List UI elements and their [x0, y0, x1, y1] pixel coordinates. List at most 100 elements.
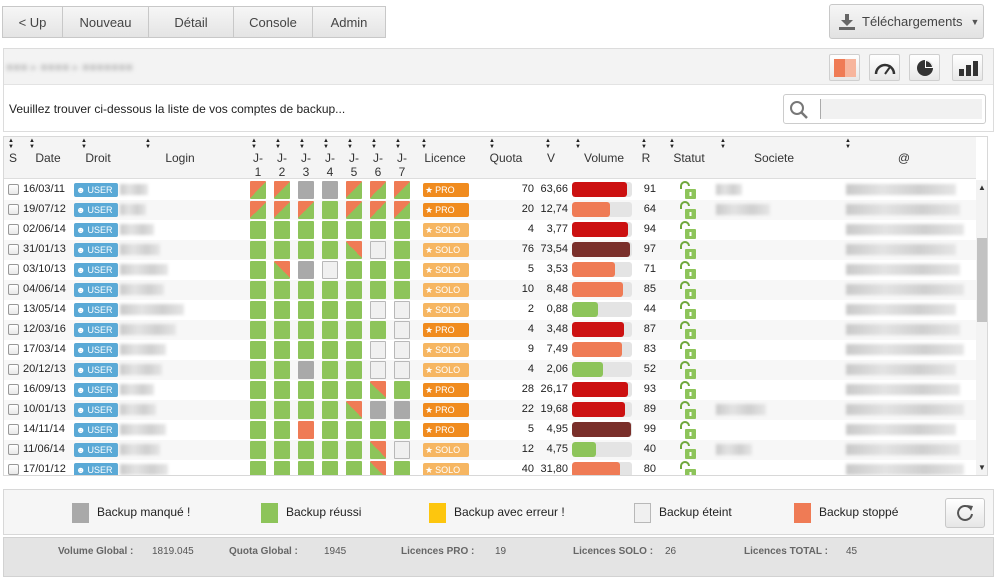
backup-day-status[interactable]: [346, 281, 362, 299]
email-redacted[interactable]: [846, 244, 956, 255]
backup-day-status[interactable]: [250, 201, 266, 219]
sort-icon[interactable]: ▲▼: [8, 138, 14, 150]
column-header-13[interactable]: V: [546, 151, 555, 165]
backup-day-status[interactable]: [274, 281, 290, 299]
backup-day-status[interactable]: [370, 401, 386, 419]
backup-day-status[interactable]: [394, 381, 410, 399]
unlock-icon[interactable]: [678, 301, 698, 319]
backup-day-status[interactable]: [250, 421, 266, 439]
backup-day-status[interactable]: [250, 281, 266, 299]
backup-day-status[interactable]: [346, 241, 362, 259]
backup-day-status[interactable]: [322, 261, 338, 279]
row-checkbox[interactable]: [8, 304, 19, 315]
downloads-button[interactable]: Téléchargements ▼: [829, 4, 984, 39]
backup-day-status[interactable]: [250, 241, 266, 259]
backup-day-status[interactable]: [274, 201, 290, 219]
scroll-thumb[interactable]: [977, 238, 987, 322]
column-header-5[interactable]: J-2: [277, 151, 287, 179]
backup-day-status[interactable]: [370, 301, 386, 319]
login-redacted[interactable]: [120, 244, 160, 255]
column-header-4[interactable]: J-1: [253, 151, 263, 179]
sort-icon[interactable]: ▲▼: [251, 138, 257, 150]
sort-icon[interactable]: ▲▼: [347, 138, 353, 150]
backup-day-status[interactable]: [394, 221, 410, 239]
backup-day-status[interactable]: [370, 221, 386, 239]
backup-day-status[interactable]: [322, 401, 338, 419]
login-redacted[interactable]: [120, 424, 166, 435]
bar-chart-button[interactable]: [952, 54, 983, 81]
email-redacted[interactable]: [846, 224, 964, 235]
unlock-icon[interactable]: [678, 441, 698, 459]
search-input[interactable]: [820, 99, 982, 119]
backup-day-status[interactable]: [298, 361, 314, 379]
login-redacted[interactable]: [120, 324, 176, 335]
backup-day-status[interactable]: [370, 361, 386, 379]
backup-day-status[interactable]: [250, 301, 266, 319]
backup-day-status[interactable]: [274, 441, 290, 459]
email-redacted[interactable]: [846, 184, 956, 195]
backup-day-status[interactable]: [298, 281, 314, 299]
backup-day-status[interactable]: [274, 321, 290, 339]
backup-day-status[interactable]: [322, 201, 338, 219]
backup-day-status[interactable]: [394, 361, 410, 379]
sort-icon[interactable]: ▲▼: [489, 138, 495, 150]
sort-icon[interactable]: ▲▼: [545, 138, 551, 150]
backup-day-status[interactable]: [250, 221, 266, 239]
column-header-15[interactable]: R: [641, 151, 651, 165]
unlock-icon[interactable]: [678, 261, 698, 279]
sort-icon[interactable]: ▲▼: [323, 138, 329, 150]
login-redacted[interactable]: [120, 224, 154, 235]
backup-day-status[interactable]: [346, 421, 362, 439]
backup-day-status[interactable]: [274, 301, 290, 319]
backup-day-status[interactable]: [394, 441, 410, 459]
backup-day-status[interactable]: [346, 321, 362, 339]
row-checkbox[interactable]: [8, 344, 19, 355]
column-header-2[interactable]: Droit: [85, 151, 111, 165]
column-header-18[interactable]: @: [897, 151, 911, 165]
login-redacted[interactable]: [120, 384, 154, 395]
unlock-icon[interactable]: [678, 181, 698, 199]
email-redacted[interactable]: [846, 424, 956, 435]
backup-day-status[interactable]: [370, 261, 386, 279]
email-redacted[interactable]: [846, 324, 960, 335]
backup-day-status[interactable]: [322, 361, 338, 379]
refresh-button[interactable]: [945, 498, 985, 528]
column-header-0[interactable]: S: [8, 151, 17, 165]
backup-day-status[interactable]: [370, 241, 386, 259]
scroll-down-icon[interactable]: ▼: [978, 463, 986, 472]
column-header-17[interactable]: Societe: [753, 151, 795, 165]
split-view-button[interactable]: [829, 54, 860, 81]
row-checkbox[interactable]: [8, 404, 19, 415]
backup-day-status[interactable]: [274, 261, 290, 279]
backup-day-status[interactable]: [346, 401, 362, 419]
column-header-16[interactable]: Statut: [673, 151, 705, 165]
column-header-1[interactable]: Date: [35, 151, 61, 165]
backup-day-status[interactable]: [274, 421, 290, 439]
sort-icon[interactable]: ▲▼: [145, 138, 151, 150]
column-header-11[interactable]: Licence: [424, 151, 466, 165]
backup-day-status[interactable]: [370, 281, 386, 299]
backup-day-status[interactable]: [250, 321, 266, 339]
backup-day-status[interactable]: [274, 361, 290, 379]
login-redacted[interactable]: [120, 264, 168, 275]
backup-day-status[interactable]: [298, 321, 314, 339]
backup-day-status[interactable]: [346, 261, 362, 279]
email-redacted[interactable]: [846, 264, 960, 275]
backup-day-status[interactable]: [394, 461, 410, 475]
backup-day-status[interactable]: [298, 221, 314, 239]
admin-button[interactable]: Admin: [312, 6, 386, 38]
gauge-button[interactable]: [869, 54, 900, 81]
backup-day-status[interactable]: [394, 421, 410, 439]
column-header-6[interactable]: J-3: [301, 151, 311, 179]
unlock-icon[interactable]: [678, 341, 698, 359]
scrollbar[interactable]: ▲ ▼: [976, 180, 987, 475]
backup-day-status[interactable]: [298, 181, 314, 199]
column-header-14[interactable]: Volume: [583, 151, 625, 165]
backup-day-status[interactable]: [370, 441, 386, 459]
backup-day-status[interactable]: [250, 461, 266, 475]
backup-day-status[interactable]: [274, 241, 290, 259]
row-checkbox[interactable]: [8, 324, 19, 335]
login-redacted[interactable]: [120, 304, 184, 315]
backup-day-status[interactable]: [322, 381, 338, 399]
backup-day-status[interactable]: [370, 341, 386, 359]
